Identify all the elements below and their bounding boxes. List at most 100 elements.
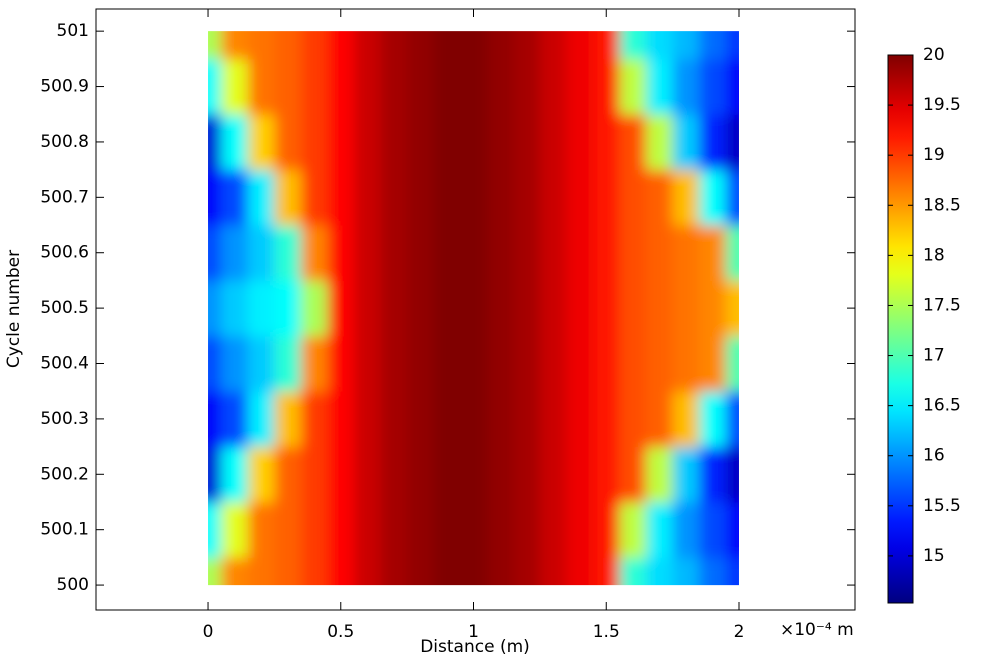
heat-cell xyxy=(327,31,355,60)
heat-cell xyxy=(592,58,621,115)
heat-cell xyxy=(407,335,435,392)
y-tick-label: 500.6 xyxy=(40,243,89,263)
x-tick-label: 0 xyxy=(203,622,214,642)
heat-cell xyxy=(646,446,674,503)
heat-cell xyxy=(354,557,382,586)
heat-cell xyxy=(646,169,674,226)
y-tick-label: 500.3 xyxy=(40,409,89,429)
heat-cell xyxy=(327,391,355,448)
heat-cell xyxy=(699,280,727,337)
heat-cell xyxy=(407,31,435,60)
heat-cell xyxy=(539,446,567,503)
heat-cell xyxy=(725,58,739,115)
heat-cell xyxy=(247,391,275,448)
heat-cell xyxy=(247,501,275,558)
heat-cell xyxy=(300,335,328,392)
heat-cell xyxy=(354,335,382,392)
heat-cell xyxy=(539,31,567,60)
heat-cell xyxy=(619,31,647,60)
heat-cell xyxy=(274,557,302,586)
heat-cell xyxy=(208,280,222,337)
colorbar-tick-label: 15 xyxy=(923,546,945,566)
heat-cell xyxy=(208,557,222,586)
heatmap xyxy=(208,31,739,586)
heat-cell xyxy=(619,335,647,392)
heat-cell xyxy=(672,391,700,448)
colorbar-tick-label: 16 xyxy=(923,446,945,466)
colorbar-tick-label: 17 xyxy=(923,346,945,366)
heat-cell xyxy=(672,58,700,115)
heat-cell xyxy=(539,114,567,171)
heat-cell xyxy=(592,446,621,503)
x-multiplier: ×10⁻⁴ m xyxy=(780,620,854,640)
heat-cell xyxy=(327,225,355,281)
heat-cell xyxy=(274,335,302,392)
heat-cell xyxy=(300,391,328,448)
heat-cell xyxy=(247,446,275,503)
heat-cell xyxy=(566,31,594,60)
heat-cell xyxy=(725,557,739,586)
heat-cell xyxy=(725,225,739,281)
heat-cell xyxy=(539,391,567,448)
heat-cell xyxy=(486,280,514,337)
heat-cell xyxy=(300,58,328,115)
heat-cell xyxy=(354,280,382,337)
heat-cell xyxy=(380,169,408,226)
heat-cell xyxy=(539,280,567,337)
y-tick-label: 500.2 xyxy=(40,464,89,484)
heat-cell xyxy=(460,501,488,558)
heat-cell xyxy=(460,169,488,226)
heat-cell xyxy=(539,557,567,586)
heat-cell xyxy=(407,391,435,448)
heat-cell xyxy=(460,58,488,115)
heat-cell xyxy=(274,446,302,503)
heat-cell xyxy=(619,58,647,115)
heat-cell xyxy=(486,391,514,448)
heat-cell xyxy=(592,114,621,171)
plot-frame xyxy=(95,8,856,611)
heat-cell xyxy=(327,280,355,337)
heat-cell xyxy=(672,225,700,281)
heat-cell xyxy=(327,58,355,115)
heat-cell xyxy=(221,335,249,392)
heat-cell xyxy=(354,391,382,448)
heat-cell xyxy=(513,391,541,448)
heat-cell xyxy=(699,225,727,281)
heat-cell xyxy=(486,225,514,281)
heat-cell xyxy=(208,31,222,60)
heat-cell xyxy=(247,557,275,586)
heat-cell xyxy=(725,335,739,392)
heat-cell xyxy=(327,114,355,171)
heat-cell xyxy=(566,225,594,281)
heat-cell xyxy=(619,501,647,558)
heat-cell xyxy=(460,225,488,281)
heat-cell xyxy=(433,335,461,392)
heat-cell xyxy=(221,31,249,60)
heat-cell xyxy=(274,31,302,60)
heat-cell xyxy=(672,557,700,586)
colorbar-tick-label: 16.5 xyxy=(923,396,961,416)
heat-cell xyxy=(539,335,567,392)
heat-cell xyxy=(380,557,408,586)
heat-cell xyxy=(300,280,328,337)
heat-cell xyxy=(300,225,328,281)
heat-cell xyxy=(646,280,674,337)
colorbar-tick-label: 18.5 xyxy=(923,195,961,215)
heat-cell xyxy=(513,280,541,337)
heat-cell xyxy=(327,557,355,586)
heat-cell xyxy=(646,501,674,558)
colorbar-tick-label: 20 xyxy=(923,45,945,65)
heat-cell xyxy=(300,31,328,60)
heat-cell xyxy=(513,335,541,392)
heat-cell xyxy=(380,280,408,337)
heat-cell xyxy=(221,225,249,281)
heat-cell xyxy=(566,391,594,448)
heat-cell xyxy=(725,446,739,503)
y-axis-label: Cycle number xyxy=(4,250,24,368)
heat-cell xyxy=(354,31,382,60)
heat-cell xyxy=(300,169,328,226)
heat-cell xyxy=(354,446,382,503)
heat-cell xyxy=(221,58,249,115)
heat-cell xyxy=(433,31,461,60)
